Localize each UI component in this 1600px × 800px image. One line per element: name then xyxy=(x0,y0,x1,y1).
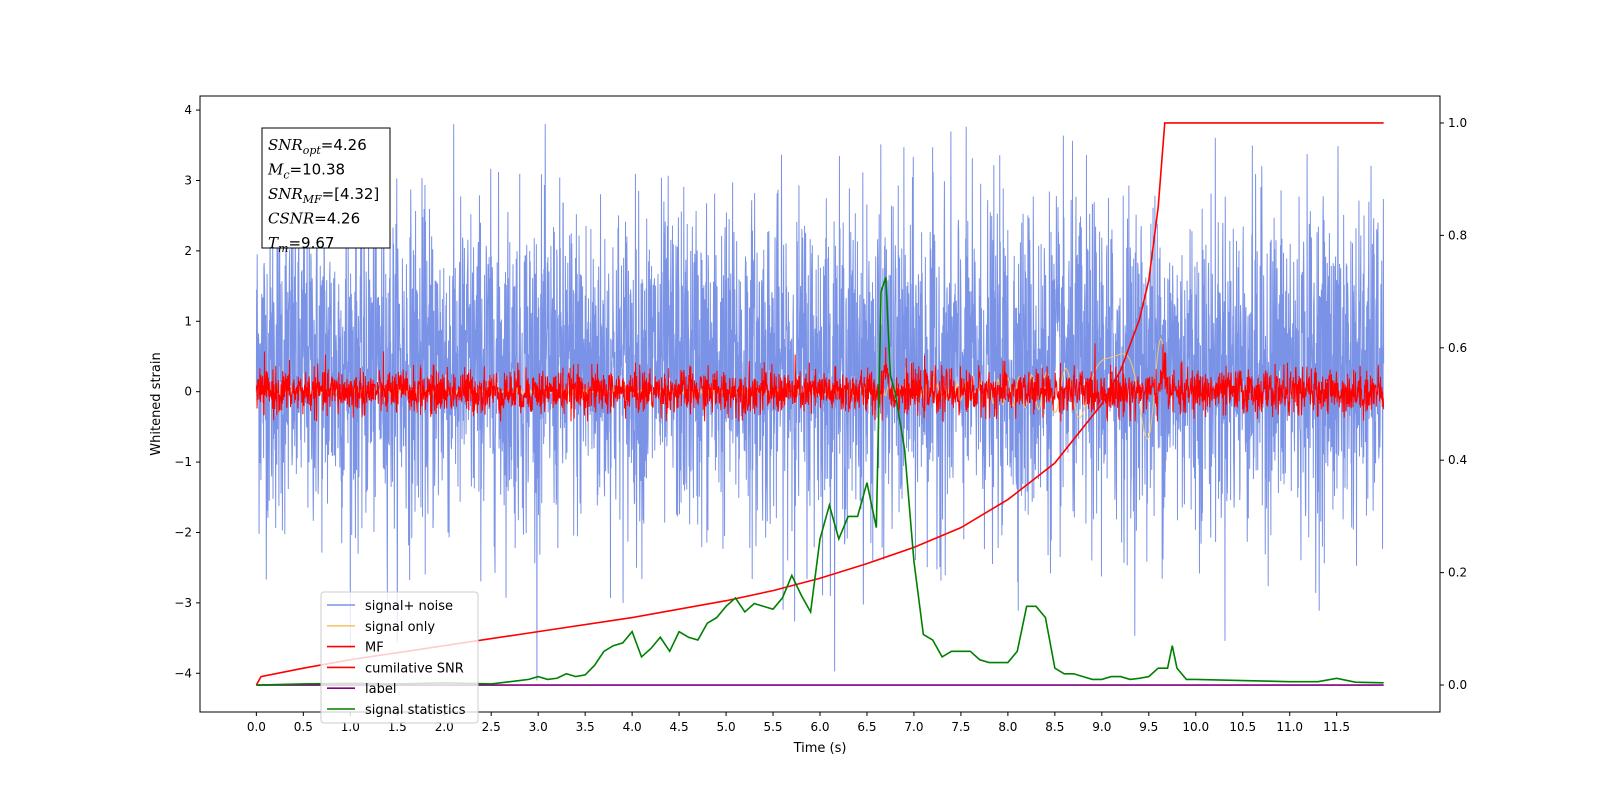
x-axis-label: Time (s) xyxy=(793,741,847,756)
y2-tick-label: 0.0 xyxy=(1448,678,1467,692)
annotation-line: Mc=10.38 xyxy=(267,161,345,182)
annotation-value: =9.67 xyxy=(288,234,334,252)
legend: signal+ noise signal only MF cumilative SNR… xyxy=(320,591,479,724)
y-tick-label: 0 xyxy=(184,385,192,399)
x-tick-label: 11.5 xyxy=(1323,720,1350,734)
x-tick-label: 2.5 xyxy=(482,720,501,734)
x-tick-label: 0.0 xyxy=(247,720,266,734)
series-5-line xyxy=(256,277,1384,686)
annotation-value: =10.38 xyxy=(290,161,346,179)
x-tick-label: 9.0 xyxy=(1092,720,1111,734)
x-tick-label: 10.5 xyxy=(1229,720,1256,734)
x-tick-label: 11.0 xyxy=(1276,720,1303,734)
annotation-box: SNRopt=4.26Mc=10.38SNRMF=[4.32]CSNR=4.26… xyxy=(261,127,391,255)
x-tick-label: 10.0 xyxy=(1182,720,1209,734)
annotation-frame xyxy=(261,127,391,249)
y-axis-ticks: 4 3 2 1 0 −1 −2 −3 −4 xyxy=(174,103,200,680)
legend-frame xyxy=(320,591,479,724)
annotation-value: =4.26 xyxy=(321,136,367,154)
x-tick-label: 9.5 xyxy=(1139,720,1158,734)
series-2-line xyxy=(255,343,1385,422)
y2-tick-label: 0.2 xyxy=(1448,566,1467,580)
annotation-line: CSNR=4.26 xyxy=(268,210,360,228)
annotation-line: SNRMF=[4.32] xyxy=(268,185,379,206)
y2-tick-label: 0.8 xyxy=(1448,228,1467,242)
annotation-line: SNRopt=4.26 xyxy=(268,136,367,157)
legend-entry: signal statistics xyxy=(365,703,466,718)
y-tick-label: 4 xyxy=(184,103,192,117)
annotation-symbol: M xyxy=(267,161,284,179)
legend-entry: MF xyxy=(365,641,384,656)
y-tick-label: 2 xyxy=(184,244,192,258)
y-tick-label: −4 xyxy=(174,666,192,680)
x-tick-label: 8.5 xyxy=(1045,720,1064,734)
x-tick-label: 7.5 xyxy=(951,720,970,734)
annotation-subscript: m xyxy=(278,242,288,255)
x-tick-label: 6.5 xyxy=(857,720,876,734)
legend-entry: signal only xyxy=(365,620,435,635)
annotation-subscript: opt xyxy=(303,144,322,157)
x-tick-label: 6.0 xyxy=(810,720,829,734)
y2-tick-label: 1.0 xyxy=(1448,116,1467,130)
y2-axis-ticks: 1.0 0.8 0.6 0.4 0.2 0.0 xyxy=(1440,116,1467,692)
y-tick-label: −1 xyxy=(174,455,192,469)
y2-tick-label: 0.6 xyxy=(1448,341,1467,355)
y2-tick-label: 0.4 xyxy=(1448,453,1467,467)
legend-entry: label xyxy=(365,682,396,697)
annotation-subscript: c xyxy=(283,169,289,182)
x-tick-label: 5.0 xyxy=(717,720,736,734)
x-tick-label: 4.0 xyxy=(623,720,642,734)
y-axis-label: Whitened strain xyxy=(149,352,164,455)
x-tick-label: 5.5 xyxy=(763,720,782,734)
annotation-subscript: MF xyxy=(302,193,322,206)
annotation-line: Tm=9.67 xyxy=(268,234,334,255)
annotation-value: =[4.32] xyxy=(322,185,380,203)
legend-entry: signal+ noise xyxy=(365,599,453,614)
y-tick-label: −3 xyxy=(174,596,192,610)
x-tick-label: 8.0 xyxy=(998,720,1017,734)
annotation-symbol: T xyxy=(268,234,279,252)
x-axis-ticks: 0.0 0.5 1.0 1.5 2.0 2.5 3.0 3.5 4.0 4.5 5.0 5.5 6.0 6… xyxy=(247,712,1350,734)
legend-entry: cumilative SNR xyxy=(365,661,464,676)
y-tick-label: 1 xyxy=(184,314,192,328)
x-tick-label: 0.5 xyxy=(294,720,313,734)
x-tick-label: 7.0 xyxy=(904,720,923,734)
x-tick-label: 4.5 xyxy=(670,720,689,734)
annotation-value: =4.26 xyxy=(314,210,360,228)
y-tick-label: −2 xyxy=(174,525,192,539)
x-tick-label: 3.0 xyxy=(529,720,548,734)
annotation-symbol: CSNR xyxy=(268,210,314,228)
annotation-symbol: SNR xyxy=(268,185,303,203)
annotation-symbol: SNR xyxy=(268,136,303,154)
y-tick-label: 3 xyxy=(184,173,192,187)
x-tick-label: 3.5 xyxy=(576,720,595,734)
